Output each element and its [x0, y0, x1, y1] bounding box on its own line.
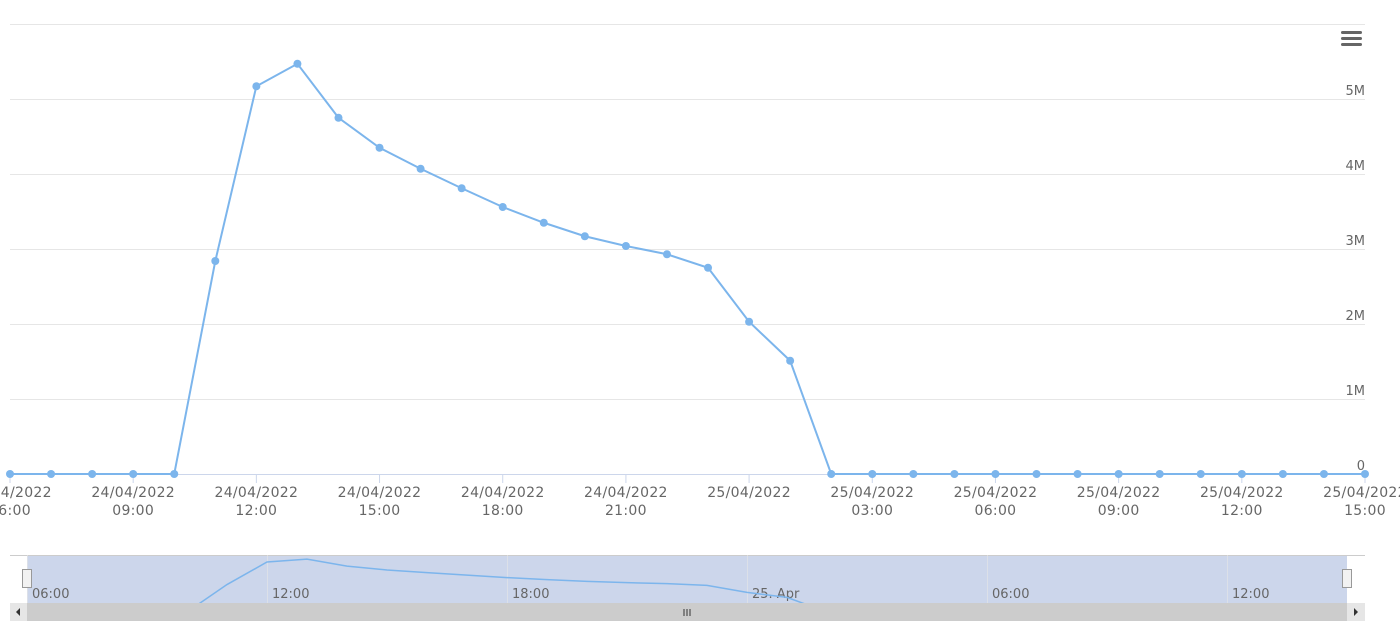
x-tick-label: 25/04/2022 09:00 — [1076, 485, 1161, 519]
x-tick-label: 24/04/2022 15:00 — [337, 485, 422, 519]
menu-bar — [1341, 43, 1362, 46]
x-tick-label: 24/04/2022 18:00 — [460, 485, 545, 519]
point — [416, 164, 425, 173]
point — [786, 356, 795, 365]
point — [868, 470, 877, 478]
point — [1155, 470, 1164, 478]
point — [88, 470, 97, 478]
point — [1237, 470, 1246, 478]
point — [745, 317, 754, 326]
x-tick-label: 25/04/2022 03:00 — [830, 485, 915, 519]
point — [375, 143, 384, 152]
x-tick-label: 24/04/2022 12:00 — [214, 485, 299, 519]
x-tick-label: 25/04/2022 12:00 — [1199, 485, 1284, 519]
point — [621, 242, 630, 250]
navigator-mask — [27, 555, 1347, 603]
x-tick-label: 25/04/2022 — [707, 485, 791, 501]
point — [211, 257, 220, 265]
point — [1114, 470, 1123, 478]
navigator-line — [198, 558, 805, 603]
y-tick-label: 3M — [1346, 234, 1366, 249]
point — [6, 470, 14, 478]
navigator-label: 06:00 — [32, 587, 69, 602]
point — [1319, 470, 1328, 478]
point — [950, 470, 959, 478]
point — [1196, 470, 1205, 478]
point — [129, 470, 138, 478]
menu-button[interactable] — [1336, 26, 1368, 52]
point — [498, 203, 507, 211]
menu-bar — [1341, 37, 1362, 40]
point — [1361, 470, 1369, 478]
navigator-label: 12:00 — [1232, 587, 1269, 602]
x-tick-label: 25/04/2022 15:00 — [1323, 485, 1400, 519]
y-tick-label: 2M — [1346, 309, 1366, 324]
navigator-label: 12:00 — [272, 587, 309, 602]
y-tick-label: 4M — [1346, 159, 1366, 174]
point — [1032, 470, 1041, 478]
point — [293, 59, 302, 68]
point — [252, 82, 261, 91]
x-tick-label: 24/04/2022 09:00 — [91, 485, 176, 519]
arrow — [1354, 608, 1358, 616]
point — [662, 250, 671, 259]
point — [827, 470, 836, 478]
point — [1278, 470, 1287, 478]
point — [170, 470, 179, 478]
arrow — [16, 608, 20, 616]
navigator-handle[interactable] — [22, 569, 32, 588]
point — [1073, 470, 1082, 478]
point — [704, 263, 713, 272]
point — [539, 218, 548, 227]
x-tick-label: 24/04/2022 21:00 — [584, 485, 668, 519]
point — [991, 470, 1000, 478]
point — [47, 470, 56, 478]
navigator-label: 06:00 — [992, 587, 1029, 602]
line — [10, 62, 1365, 475]
menu-bar — [1341, 31, 1362, 34]
navigator-label: 18:00 — [512, 587, 549, 602]
y-tick-label: 1M — [1346, 384, 1366, 399]
x-tick-label: 25/04/2022 06:00 — [953, 485, 1038, 519]
x-tick-label: 24/04/2022 06:00 — [0, 485, 52, 519]
point — [580, 232, 589, 241]
point — [909, 470, 918, 478]
y-tick-label: 5M — [1346, 84, 1366, 99]
scrollbar-grip — [683, 609, 691, 616]
y-tick-label: 0 — [1357, 459, 1365, 474]
point — [457, 184, 466, 193]
navigator-handle[interactable] — [1342, 569, 1352, 588]
point — [334, 113, 343, 122]
